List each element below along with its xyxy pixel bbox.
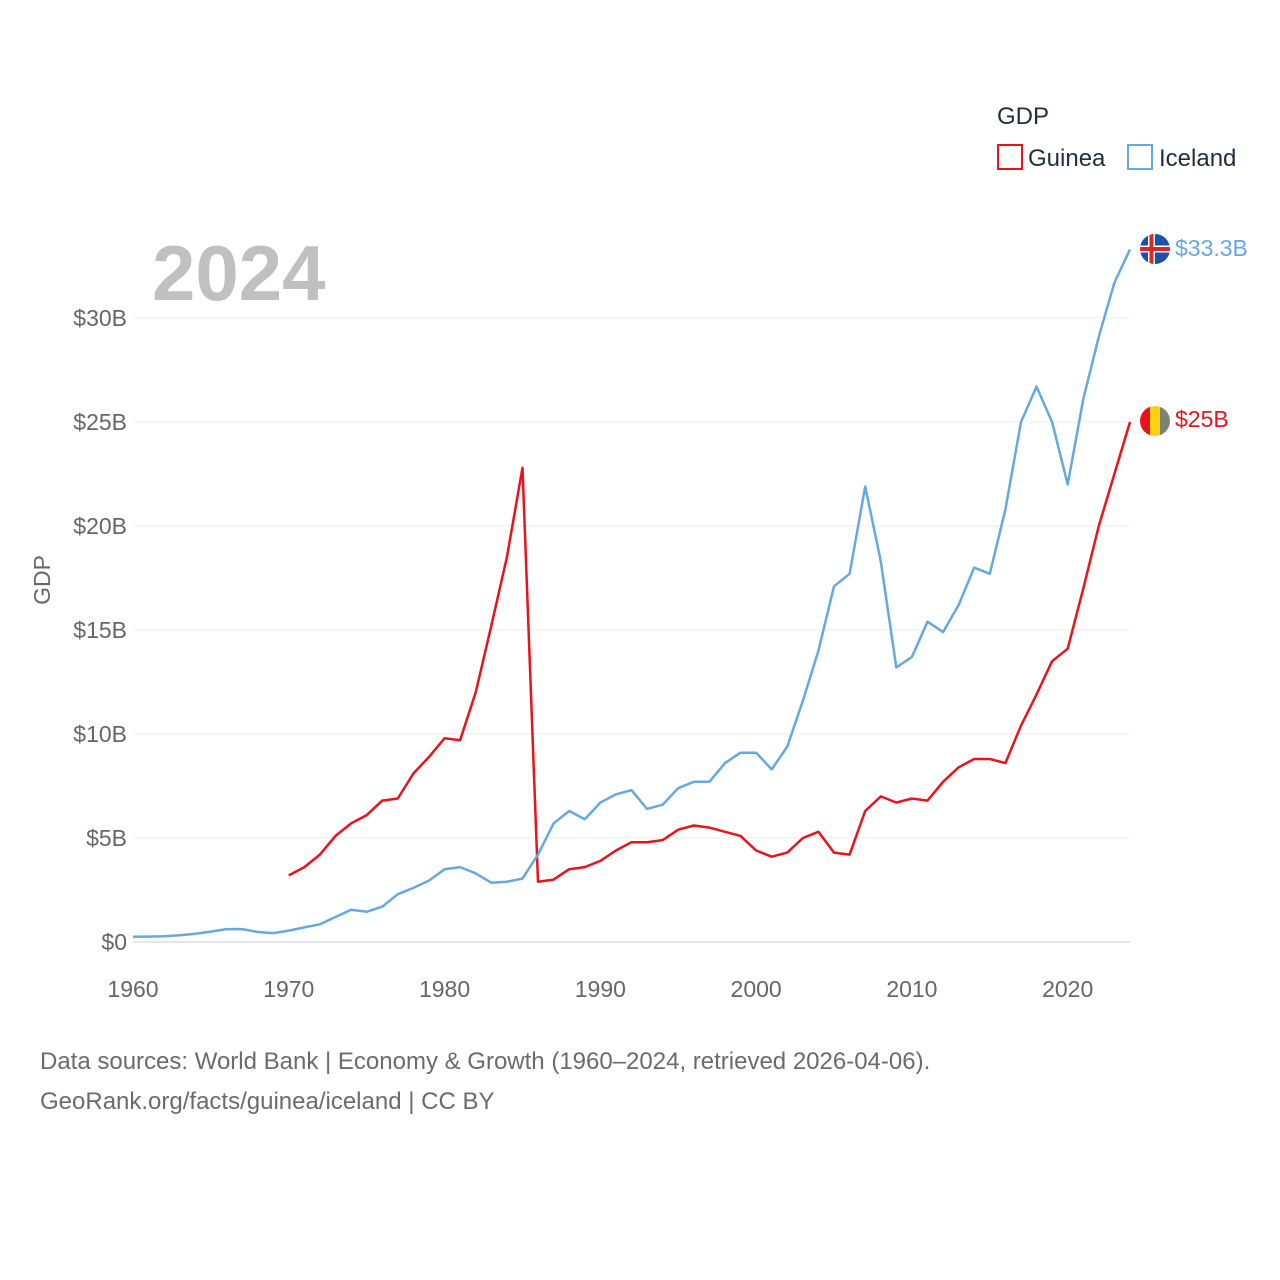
x-axis-ticks: 1960 1970 1980 1990 2000 2010 2020 (107, 976, 1093, 1002)
year-label: 2024 (152, 229, 326, 317)
x-tick-label: 1990 (575, 976, 626, 1002)
x-tick-label: 2010 (886, 976, 937, 1002)
footer: Data sources: World Bank | Economy & Gro… (40, 1042, 930, 1122)
legend: GDP Guinea Iceland (997, 103, 1236, 172)
x-tick-label: 2000 (731, 976, 782, 1002)
y-tick-label: $30B (73, 305, 127, 331)
legend-label-iceland: Iceland (1159, 145, 1236, 172)
legend-item-iceland[interactable]: Iceland (1127, 144, 1236, 172)
footer-source: Data sources: World Bank | Economy & Gro… (40, 1048, 931, 1075)
iceland-flag-icon (1140, 234, 1170, 264)
end-label-guinea: $25B (1175, 406, 1229, 432)
legend-item-guinea[interactable]: Guinea (997, 144, 1106, 172)
y-tick-label: $10B (73, 721, 127, 747)
legend-label-guinea: Guinea (1028, 145, 1106, 172)
x-tick-label: 1970 (263, 976, 314, 1002)
x-tick-label: 2020 (1042, 976, 1093, 1002)
series-line-guinea[interactable] (288, 421, 1132, 883)
gridlines (133, 317, 1130, 943)
gdp-line-chart: $0$5B$10B$15B$20B$25B$30B 1960 1970 1980 19… (29, 103, 1248, 1002)
legend-swatch-guinea (997, 144, 1023, 170)
y-tick-label: $15B (73, 617, 127, 643)
y-tick-label: $0 (101, 929, 127, 955)
y-axis-title: GDP (29, 555, 55, 605)
legend-title: GDP (997, 103, 1049, 130)
footer-attribution[interactable]: GeoRank.org/facts/guinea/iceland | CC BY (40, 1088, 495, 1115)
x-tick-label: 1980 (419, 976, 470, 1002)
y-axis-ticks: $0 $5B $10B $15B $20B $25B $30B (73, 305, 127, 955)
series-line-iceland[interactable] (132, 248, 1132, 939)
x-tick-label: 1960 (107, 976, 158, 1002)
series-lines (132, 248, 1132, 939)
y-tick-label: $5B (86, 825, 127, 851)
legend-swatch-iceland (1127, 144, 1153, 170)
end-label-iceland: $33.3B (1175, 235, 1248, 261)
guinea-flag-icon (1140, 406, 1170, 436)
y-tick-label: $25B (73, 409, 127, 435)
y-tick-label: $20B (73, 513, 127, 539)
